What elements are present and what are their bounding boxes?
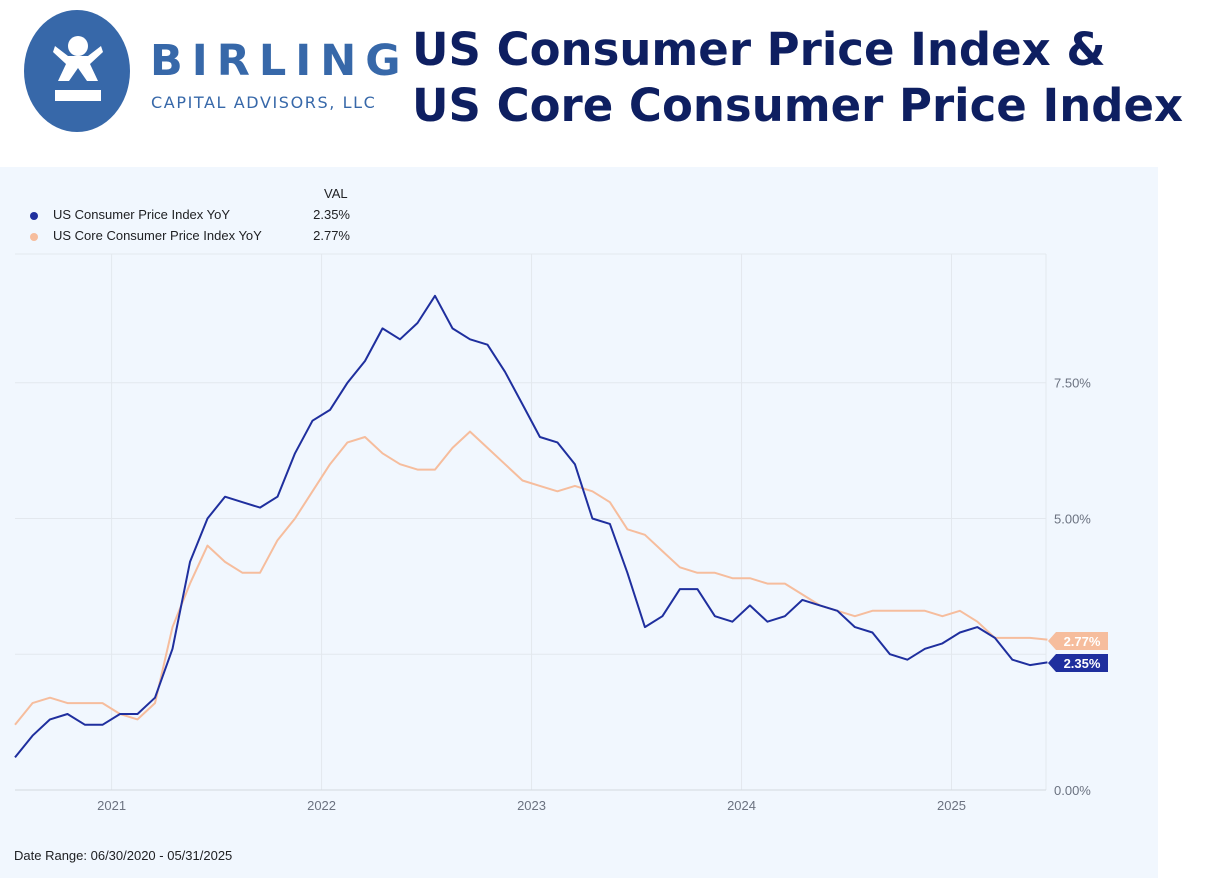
title-line-1: US Consumer Price Index & — [412, 23, 1106, 76]
x-tick-label: 2021 — [97, 798, 126, 813]
y-tick-label: 0.00% — [1054, 783, 1091, 798]
legend-label-core: US Core Consumer Price Index YoY — [53, 228, 262, 243]
end-label-cpi: 2.35% — [1064, 656, 1101, 671]
logo-subtitle: CAPITAL ADVISORS, LLC — [151, 93, 377, 112]
series-line-core — [14, 430, 1048, 726]
legend-value-header: VAL — [324, 186, 348, 201]
person-icon — [53, 36, 103, 101]
x-tick-label: 2023 — [517, 798, 546, 813]
legend-value-cpi: 2.35% — [313, 207, 350, 222]
page-title: US Consumer Price Index & US Core Consum… — [412, 22, 1183, 134]
end-label-cpi-tag — [1048, 654, 1108, 672]
legend-value-core: 2.77% — [313, 228, 350, 243]
date-range: Date Range: 06/30/2020 - 05/31/2025 — [14, 848, 233, 863]
title-line-2: US Core Consumer Price Index — [412, 79, 1183, 132]
legend-label-cpi: US Consumer Price Index YoY — [53, 207, 231, 222]
legend-dot-core — [30, 233, 38, 241]
end-label-core: 2.77% — [1064, 634, 1101, 649]
logo-wordmark: BIRLING — [150, 36, 410, 86]
end-label-core-tag — [1048, 632, 1108, 650]
y-tick-label: 7.50% — [1054, 376, 1091, 391]
y-tick-label: 5.00% — [1054, 511, 1091, 526]
x-tick-label: 2024 — [727, 798, 756, 813]
x-tick-label: 2022 — [307, 798, 336, 813]
header: BIRLING CAPITAL ADVISORS, LLC US Consume… — [0, 0, 1226, 160]
chart-panel — [0, 167, 1158, 878]
logo-emblem — [24, 10, 130, 132]
legend-dot-cpi — [30, 212, 38, 220]
series-line-cpi — [14, 294, 1048, 759]
x-tick-label: 2025 — [937, 798, 966, 813]
